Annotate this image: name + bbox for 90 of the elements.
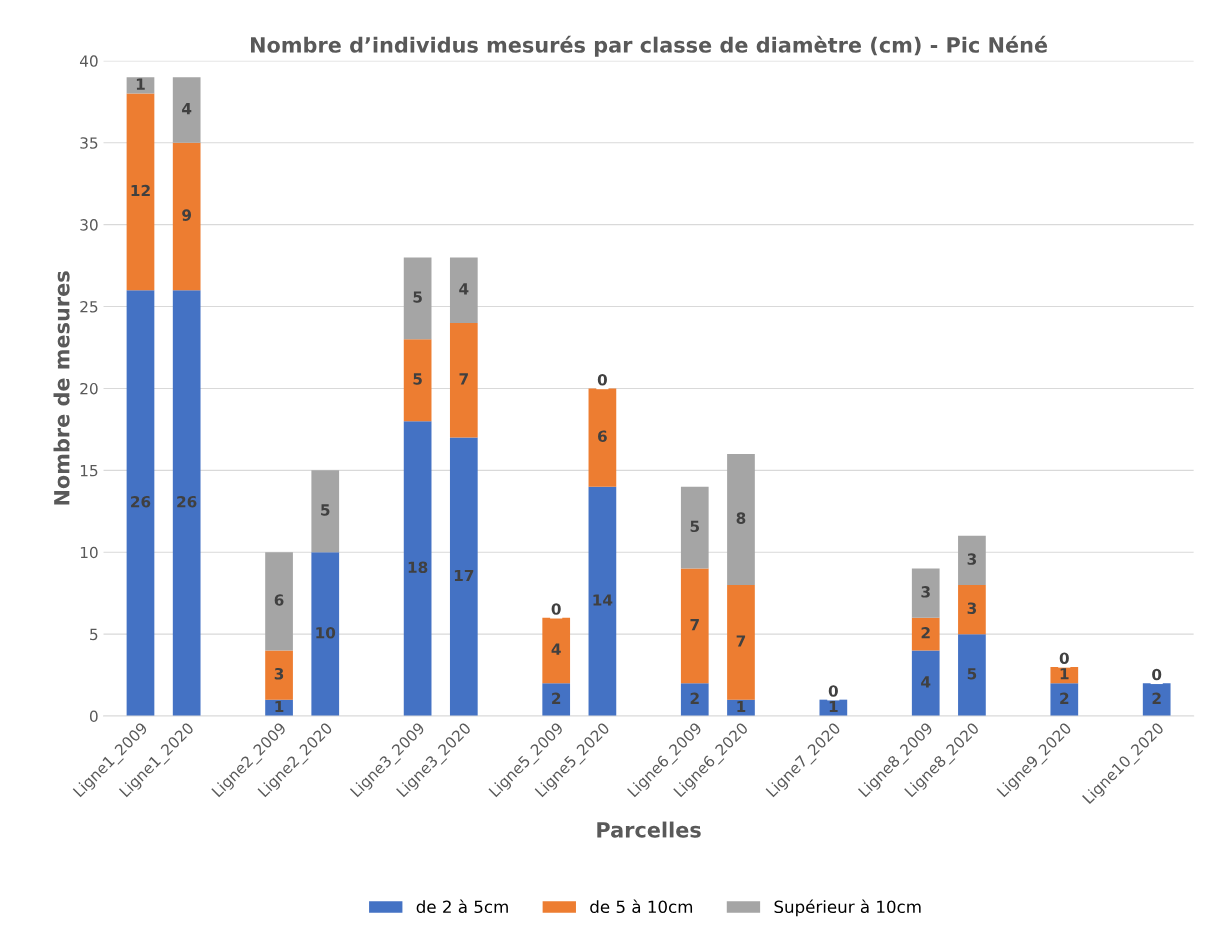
y-tick-label: 20 [80, 382, 98, 395]
data-label: 3 [967, 553, 977, 565]
bar [588, 486, 617, 717]
bar [126, 77, 155, 94]
data-label: 3 [274, 667, 284, 680]
data-label: 5 [690, 520, 700, 533]
bar [911, 568, 940, 618]
y-tick-label: 40 [79, 55, 98, 67]
data-label: 26 [177, 495, 197, 508]
data-label: 4 [551, 643, 561, 655]
legend-label: de 2 à 5cm [416, 899, 508, 914]
data-label: 5 [413, 291, 422, 303]
data-label: 0 [597, 373, 607, 386]
y-tick-label: 30 [80, 219, 98, 231]
data-label: 3 [921, 586, 930, 598]
bar [403, 421, 432, 717]
data-label: 1 [275, 700, 284, 713]
data-label: 0 [551, 603, 561, 615]
chart-title: Nombre d’individus mesurés par classe de diamètre (cm) - Pic Néné [250, 35, 1048, 57]
bar [1050, 683, 1079, 717]
bar [172, 290, 201, 717]
bar [403, 257, 432, 340]
data-label: 6 [274, 594, 284, 606]
data-label: 5 [967, 668, 977, 680]
data-label: 9 [182, 209, 192, 221]
data-label: 7 [690, 619, 699, 631]
bar [542, 617, 571, 684]
bar [727, 585, 755, 700]
bar [1142, 683, 1171, 717]
data-label: 2 [690, 692, 699, 704]
bar [126, 93, 155, 291]
data-label: 1 [737, 700, 746, 713]
y-tick-label: 5 [90, 628, 98, 641]
bar [172, 77, 201, 143]
legend-label: Supérieur à 10cm [774, 899, 921, 917]
bar [126, 290, 155, 717]
data-label: 4 [921, 676, 931, 688]
y-tick-label: 35 [80, 137, 98, 149]
data-label: 2 [1152, 692, 1161, 704]
data-label: 17 [454, 569, 474, 582]
y-axis-title: Nombre de mesures [53, 271, 70, 505]
bar [265, 650, 293, 700]
bar [311, 470, 340, 553]
data-label: 6 [598, 430, 607, 443]
bar [958, 634, 986, 717]
legend-label: de 5 à 10cm [590, 899, 693, 914]
y-tick-label: 15 [80, 465, 98, 477]
bar [680, 486, 709, 569]
y-tick-label: 0 [89, 710, 98, 723]
bar [958, 535, 986, 585]
data-label: 2 [921, 627, 930, 639]
bar [680, 683, 709, 717]
data-label: 5 [321, 504, 330, 516]
bar [680, 568, 709, 684]
data-label: 10 [316, 627, 336, 639]
bar [911, 650, 940, 717]
data-label: 1 [1060, 668, 1069, 680]
data-label: 4 [182, 103, 192, 115]
bar [172, 142, 201, 291]
data-label: 2 [1060, 692, 1069, 704]
bar [911, 617, 940, 651]
bar [727, 453, 755, 585]
data-label: 26 [131, 495, 151, 508]
data-label: 1 [136, 78, 145, 90]
data-label: 5 [413, 373, 422, 385]
x-axis-title: Parcelles [597, 821, 701, 838]
data-label: 2 [552, 692, 561, 704]
data-label: 1 [829, 700, 838, 713]
data-label: 3 [967, 602, 977, 614]
data-label: 14 [593, 594, 613, 606]
data-label: 12 [131, 184, 150, 197]
y-tick-label: 10 [80, 546, 98, 559]
bar [958, 585, 986, 635]
bar [449, 437, 478, 717]
data-label: 18 [408, 561, 428, 574]
bar [311, 552, 340, 717]
bar [265, 552, 293, 651]
bar [403, 339, 432, 422]
data-label: 4 [459, 283, 469, 295]
bar [449, 257, 478, 323]
bar [588, 388, 617, 487]
bar [449, 322, 478, 438]
data-label: 7 [459, 373, 468, 385]
data-label: 0 [1152, 668, 1162, 681]
data-label: 8 [736, 512, 746, 524]
data-label: 0 [828, 685, 838, 697]
bar [542, 683, 571, 717]
y-tick-label: 25 [80, 301, 98, 313]
data-label: 7 [736, 635, 746, 647]
data-label: 0 [1059, 652, 1069, 664]
